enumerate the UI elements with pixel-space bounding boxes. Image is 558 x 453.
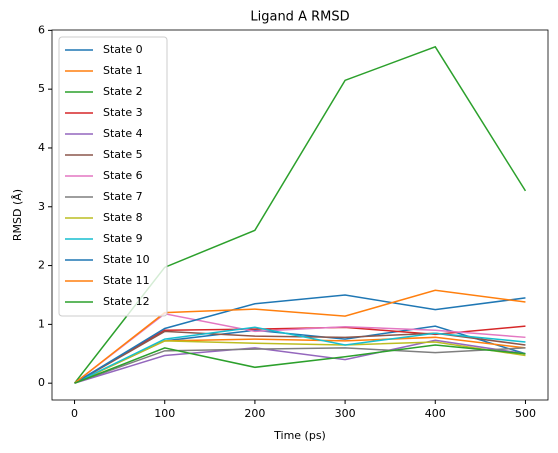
series-line <box>74 344 526 384</box>
x-tick-label: 400 <box>425 407 446 420</box>
legend-label: State 4 <box>103 127 143 140</box>
legend-label: State 7 <box>103 190 143 203</box>
series-line <box>74 294 526 384</box>
legend-label: State 0 <box>103 43 143 56</box>
legend-label: State 10 <box>103 253 150 266</box>
series-line <box>74 312 526 384</box>
plot-frame <box>51 29 549 401</box>
legend-label: State 11 <box>103 274 150 287</box>
legend-label: State 1 <box>103 64 143 77</box>
series-line <box>74 347 526 384</box>
series-line <box>74 326 526 384</box>
legend-label: State 6 <box>103 169 143 182</box>
y-axis-label: RMSD (Å) <box>11 189 24 241</box>
legend-label: State 5 <box>103 148 143 161</box>
y-tick-label: 5 <box>38 82 45 95</box>
x-axis-label: Time (ps) <box>273 429 326 442</box>
x-tick-label: 300 <box>335 407 356 420</box>
x-tick-label: 200 <box>244 407 265 420</box>
y-tick-label: 2 <box>38 259 45 272</box>
x-tick-label: 100 <box>154 407 175 420</box>
x-tick-label: 500 <box>515 407 536 420</box>
legend-label: State 9 <box>103 232 143 245</box>
y-tick-label: 4 <box>38 141 45 154</box>
series-line <box>74 289 526 384</box>
legend-label: State 2 <box>103 85 143 98</box>
y-tick-label: 3 <box>38 200 45 213</box>
series-line <box>74 340 526 384</box>
legend-box <box>58 36 168 317</box>
series-line <box>74 325 526 384</box>
chart-title: Ligand A RMSD <box>250 10 349 25</box>
y-tick-label: 0 <box>38 376 45 389</box>
series-line <box>74 339 526 384</box>
y-tick-label: 1 <box>38 317 45 330</box>
x-tick-label: 0 <box>71 407 78 420</box>
legend-label: State 8 <box>103 211 143 224</box>
y-tick-label: 6 <box>38 23 45 36</box>
legend-label: State 3 <box>103 106 143 119</box>
legend-label: State 12 <box>103 295 150 308</box>
